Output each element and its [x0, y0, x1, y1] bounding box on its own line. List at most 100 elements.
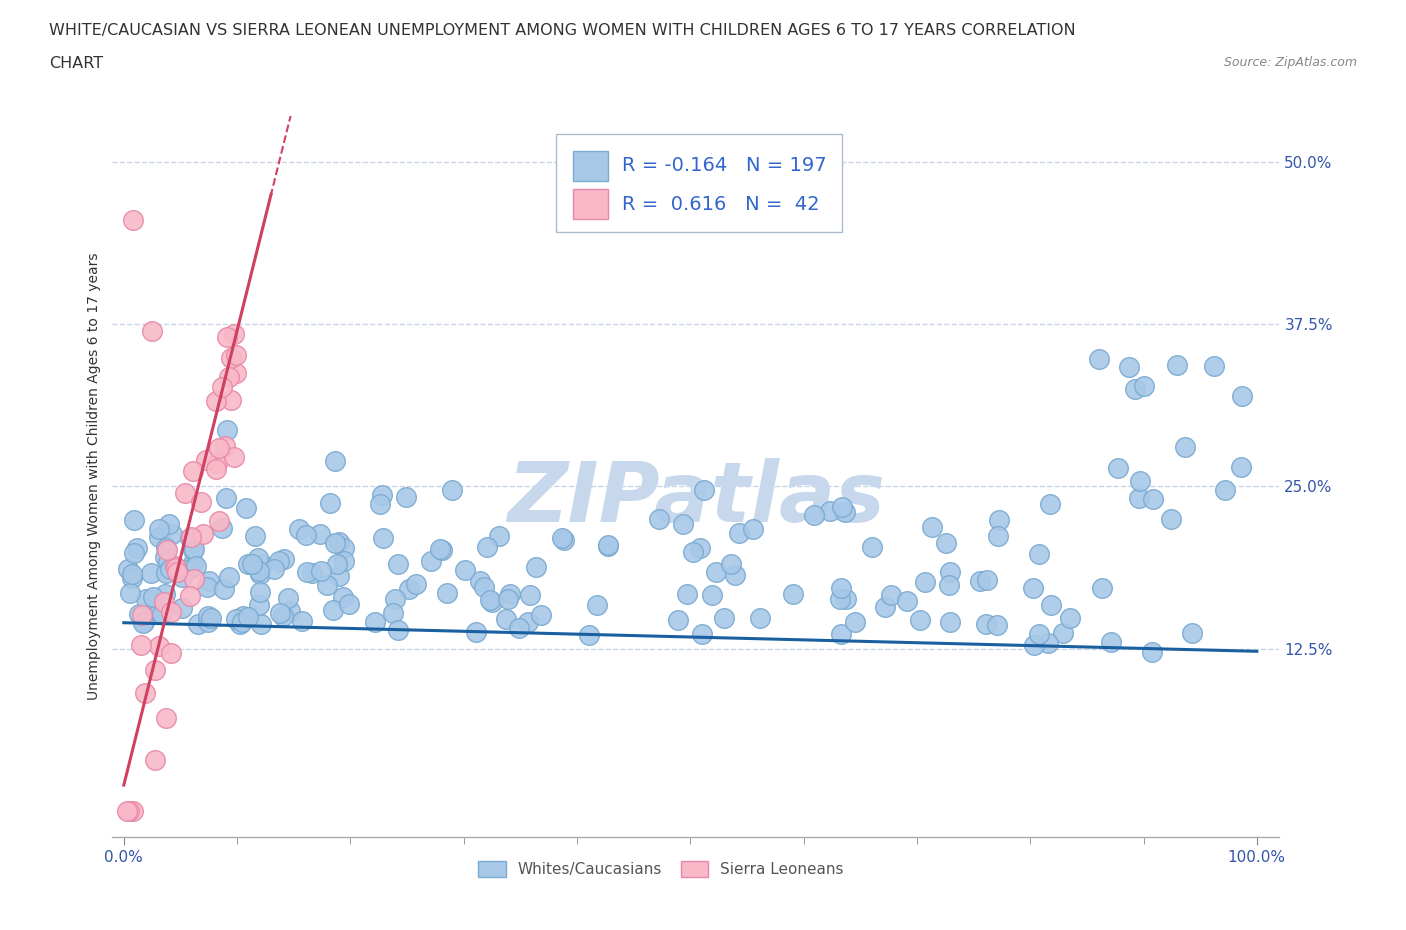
Legend: Whites/Caucasians, Sierra Leoneans: Whites/Caucasians, Sierra Leoneans: [472, 855, 849, 884]
Point: [249, 584, 271, 599]
Point: [332, 553, 354, 568]
Point: [741, 521, 763, 536]
Point: [221, 392, 243, 407]
Point: [939, 565, 962, 579]
Point: [141, 565, 163, 580]
Point: [120, 586, 142, 601]
Text: R =  0.616   N =  42: R = 0.616 N = 42: [623, 194, 820, 214]
Point: [190, 495, 212, 510]
Point: [157, 516, 180, 531]
Point: [1213, 483, 1236, 498]
Point: [247, 597, 270, 612]
Point: [835, 591, 858, 606]
Point: [148, 529, 170, 544]
Bar: [574, 189, 609, 219]
Point: [974, 616, 997, 631]
Point: [165, 559, 187, 574]
Point: [115, 804, 138, 818]
Point: [496, 591, 519, 606]
Point: [153, 586, 176, 601]
Point: [325, 557, 347, 572]
Bar: [574, 151, 609, 181]
Point: [309, 526, 332, 541]
Point: [831, 499, 853, 514]
Point: [499, 587, 522, 602]
Point: [1059, 610, 1081, 625]
Point: [818, 504, 841, 519]
Point: [269, 605, 291, 620]
Point: [585, 597, 607, 612]
Point: [247, 551, 270, 565]
Point: [134, 685, 156, 700]
Point: [122, 513, 145, 528]
Point: [830, 580, 852, 595]
Point: [181, 542, 204, 557]
Point: [748, 611, 770, 626]
Text: R = -0.164   N = 197: R = -0.164 N = 197: [623, 155, 827, 175]
Point: [332, 541, 354, 556]
Point: [676, 587, 699, 602]
Point: [153, 594, 176, 609]
Point: [181, 463, 204, 478]
Point: [183, 572, 205, 587]
Point: [184, 558, 207, 573]
Point: [553, 533, 575, 548]
Point: [387, 623, 409, 638]
Point: [384, 591, 406, 606]
Point: [231, 615, 253, 630]
Point: [1028, 627, 1050, 642]
Point: [235, 501, 257, 516]
Point: [364, 615, 387, 630]
Point: [1128, 490, 1150, 505]
Point: [1024, 637, 1046, 652]
Point: [155, 565, 177, 580]
Point: [142, 590, 165, 604]
Point: [197, 574, 219, 589]
Point: [441, 482, 464, 497]
Point: [165, 561, 187, 576]
Point: [225, 348, 247, 363]
Point: [529, 608, 551, 623]
Point: [249, 559, 271, 574]
Point: [211, 379, 233, 394]
Point: [910, 613, 932, 628]
Point: [132, 614, 155, 629]
Point: [295, 527, 318, 542]
Text: WHITE/CAUCASIAN VS SIERRA LEONEAN UNEMPLOYMENT AMONG WOMEN WITH CHILDREN AGES 6 : WHITE/CAUCASIAN VS SIERRA LEONEAN UNEMPL…: [49, 23, 1076, 38]
Point: [914, 575, 936, 590]
Point: [524, 559, 547, 574]
Point: [208, 441, 231, 456]
Point: [273, 608, 295, 623]
Point: [939, 615, 962, 630]
Point: [249, 566, 271, 581]
Point: [166, 565, 188, 579]
Point: [420, 553, 443, 568]
Text: Source: ZipAtlas.com: Source: ZipAtlas.com: [1223, 56, 1357, 69]
Point: [319, 496, 342, 511]
Point: [803, 508, 825, 523]
Point: [121, 566, 143, 581]
Point: [598, 538, 620, 553]
Point: [121, 804, 143, 818]
Point: [1118, 360, 1140, 375]
Point: [672, 516, 695, 531]
Point: [1174, 440, 1197, 455]
Point: [218, 370, 240, 385]
Point: [332, 590, 354, 604]
Point: [1142, 492, 1164, 507]
Point: [247, 564, 270, 578]
Point: [180, 530, 202, 545]
Point: [921, 520, 943, 535]
Point: [830, 592, 852, 607]
Point: [195, 453, 218, 468]
Point: [1021, 580, 1043, 595]
Point: [896, 594, 918, 609]
Point: [141, 323, 163, 338]
Point: [204, 461, 226, 476]
Point: [148, 604, 170, 618]
Point: [436, 585, 458, 600]
Point: [596, 538, 619, 552]
Point: [976, 572, 998, 587]
Point: [121, 570, 143, 585]
Point: [323, 536, 346, 551]
